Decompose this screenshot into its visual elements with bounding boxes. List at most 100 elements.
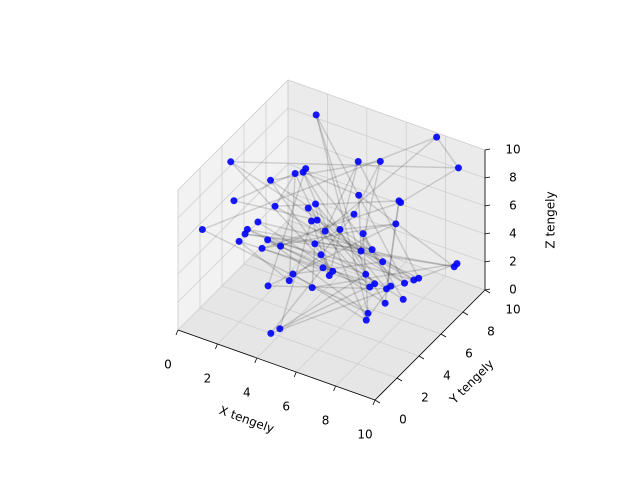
- edge: [324, 230, 415, 281]
- tick-mark: [215, 343, 218, 350]
- y-tick-label: 10: [505, 303, 520, 317]
- point: [235, 237, 243, 245]
- point: [302, 165, 310, 173]
- edge: [267, 239, 415, 281]
- x-tick-label: 8: [322, 414, 330, 428]
- tick-mark: [333, 385, 336, 392]
- point: [267, 176, 275, 184]
- point: [285, 277, 293, 285]
- grid-line: [287, 163, 486, 235]
- grid-line: [295, 261, 407, 373]
- x-tick-label: 10: [357, 428, 372, 442]
- x-tick-label: 2: [204, 372, 212, 386]
- grid-line: [335, 275, 446, 387]
- edge: [247, 228, 455, 268]
- point: [359, 230, 367, 238]
- edge: [315, 114, 369, 314]
- edge: [302, 171, 386, 304]
- tick-mark: [374, 399, 381, 404]
- edge: [436, 136, 460, 169]
- edge: [328, 161, 359, 276]
- edge: [312, 262, 458, 289]
- edge: [279, 273, 367, 330]
- edge: [288, 173, 296, 281]
- edge: [270, 267, 324, 334]
- grid-line: [199, 307, 398, 379]
- grid-line: [256, 247, 368, 359]
- edge: [324, 136, 438, 232]
- edge: [202, 136, 437, 231]
- point: [387, 282, 395, 290]
- tick-mark: [484, 148, 491, 151]
- point: [355, 191, 363, 199]
- point: [312, 111, 320, 119]
- point: [368, 246, 376, 254]
- tick-mark: [418, 355, 425, 360]
- point: [350, 210, 358, 218]
- axis-line: [374, 289, 486, 401]
- edge: [292, 273, 367, 321]
- edge: [400, 167, 459, 204]
- point: [401, 279, 409, 287]
- point: [313, 216, 321, 224]
- edge: [274, 200, 399, 207]
- z-tick-label: 10: [505, 143, 520, 157]
- point: [308, 284, 316, 292]
- y-tick-label: 2: [421, 391, 429, 405]
- edge: [302, 171, 367, 321]
- tick-mark: [484, 260, 491, 263]
- y-tick-label: 0: [399, 413, 407, 427]
- point: [329, 267, 337, 275]
- z-axis-label: Z tengely: [544, 191, 558, 248]
- tick-mark: [484, 176, 491, 179]
- axis-line: [177, 329, 376, 401]
- edge: [257, 221, 373, 251]
- edge: [315, 114, 367, 275]
- point: [264, 282, 272, 290]
- point: [354, 158, 362, 165]
- tick-mark: [396, 377, 403, 382]
- point: [453, 260, 461, 268]
- edge: [261, 247, 371, 288]
- edge: [261, 201, 401, 250]
- y-tick-label: 6: [465, 347, 473, 361]
- point: [454, 164, 462, 172]
- tick-mark: [484, 289, 491, 294]
- grid-line: [177, 191, 289, 303]
- point: [264, 236, 272, 244]
- point: [243, 225, 251, 233]
- point: [379, 258, 387, 266]
- edge: [267, 239, 324, 269]
- edge: [244, 233, 455, 268]
- edge: [310, 220, 371, 288]
- grid-line: [177, 135, 289, 247]
- edge: [362, 233, 404, 300]
- point: [381, 299, 389, 307]
- edge: [270, 262, 458, 335]
- point: [312, 200, 320, 208]
- y-axis-label: Y tengely: [446, 357, 496, 407]
- point: [336, 226, 344, 233]
- edge: [267, 168, 307, 287]
- point: [433, 133, 441, 141]
- point: [366, 283, 374, 291]
- edge: [314, 228, 341, 245]
- tick-mark: [484, 232, 491, 235]
- grid-line: [243, 263, 442, 335]
- tick-mark: [293, 371, 297, 378]
- grid-line: [287, 219, 486, 291]
- edge: [247, 228, 281, 247]
- tick-mark: [372, 399, 376, 406]
- edge: [358, 194, 455, 268]
- point: [227, 158, 235, 166]
- edge: [280, 213, 355, 247]
- edge: [279, 283, 375, 330]
- z-tick-label: 8: [509, 171, 517, 185]
- edge: [267, 223, 397, 287]
- point: [277, 242, 285, 250]
- tick-mark: [484, 204, 491, 207]
- edge: [257, 221, 386, 304]
- tick-mark: [254, 357, 258, 364]
- point: [357, 247, 365, 255]
